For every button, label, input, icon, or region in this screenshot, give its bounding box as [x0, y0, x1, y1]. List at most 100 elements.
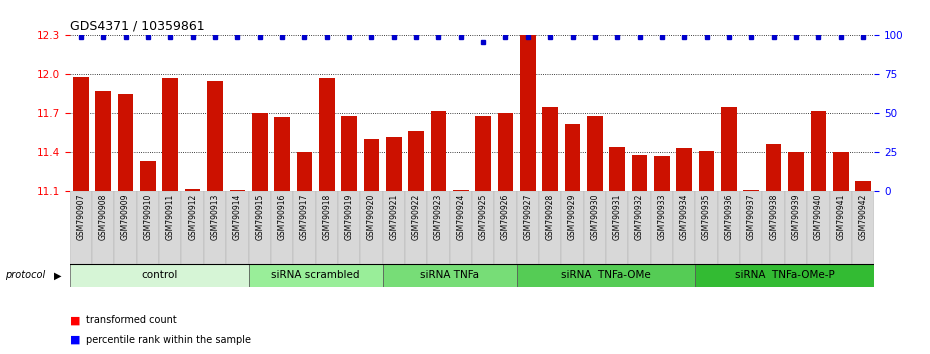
Bar [498, 113, 513, 191]
Bar [852, 191, 874, 264]
Bar [185, 189, 201, 191]
Bar [427, 191, 449, 264]
Text: ■: ■ [70, 335, 80, 345]
Bar [118, 94, 133, 191]
Bar [785, 191, 807, 264]
Bar [807, 191, 830, 264]
Bar [629, 191, 651, 264]
Text: GSM790931: GSM790931 [613, 193, 622, 240]
Text: GSM790934: GSM790934 [680, 193, 689, 240]
Text: GSM790933: GSM790933 [658, 193, 667, 240]
Bar [654, 156, 670, 191]
Bar [252, 113, 268, 191]
Bar [833, 152, 848, 191]
Bar [565, 124, 580, 191]
Bar [856, 181, 870, 191]
Text: GSM790915: GSM790915 [255, 193, 264, 240]
Bar [319, 78, 335, 191]
Text: GSM790938: GSM790938 [769, 193, 778, 240]
Bar [140, 161, 156, 191]
Text: ■: ■ [70, 315, 80, 325]
Bar [92, 191, 114, 264]
Bar [360, 191, 382, 264]
Text: protocol: protocol [5, 270, 45, 280]
Text: GSM790939: GSM790939 [791, 193, 801, 240]
Text: GSM790936: GSM790936 [724, 193, 734, 240]
Bar [386, 137, 402, 191]
Text: ▶: ▶ [54, 270, 61, 280]
Text: GSM790907: GSM790907 [76, 193, 86, 240]
Bar [70, 191, 92, 264]
Bar [718, 191, 740, 264]
Text: GSM790921: GSM790921 [390, 193, 398, 240]
Text: GSM790913: GSM790913 [210, 193, 219, 240]
Bar [517, 191, 539, 264]
Text: GSM790909: GSM790909 [121, 193, 130, 240]
Bar [542, 107, 558, 191]
Text: siRNA  TNFa-OMe-P: siRNA TNFa-OMe-P [735, 270, 835, 280]
Text: transformed count: transformed count [86, 315, 178, 325]
Bar [207, 81, 223, 191]
Bar [271, 191, 293, 264]
Bar [631, 155, 647, 191]
Bar [606, 191, 629, 264]
Text: siRNA TNFa: siRNA TNFa [420, 270, 479, 280]
Text: GSM790919: GSM790919 [345, 193, 353, 240]
Bar [159, 191, 181, 264]
Bar [765, 144, 781, 191]
Bar [137, 191, 159, 264]
Bar [830, 191, 852, 264]
Text: GSM790942: GSM790942 [858, 193, 868, 240]
Bar [248, 264, 382, 287]
Bar [696, 191, 718, 264]
Bar [293, 191, 315, 264]
Bar [584, 191, 606, 264]
Bar [364, 139, 379, 191]
Bar [449, 191, 472, 264]
Bar [382, 264, 517, 287]
Bar [297, 152, 312, 191]
Bar [495, 191, 517, 264]
Bar [96, 91, 111, 191]
Text: GSM790937: GSM790937 [747, 193, 756, 240]
Bar [204, 191, 226, 264]
Text: GSM790922: GSM790922 [412, 193, 420, 240]
Bar [472, 191, 495, 264]
Text: GSM790941: GSM790941 [836, 193, 845, 240]
Text: GSM790910: GSM790910 [143, 193, 153, 240]
Bar [811, 111, 826, 191]
Text: GSM790930: GSM790930 [591, 193, 599, 240]
Text: GSM790923: GSM790923 [434, 193, 443, 240]
Bar [520, 35, 536, 191]
Bar [405, 191, 427, 264]
Bar [408, 131, 424, 191]
Text: GSM790925: GSM790925 [479, 193, 487, 240]
Bar [651, 191, 673, 264]
Bar [315, 191, 338, 264]
Bar [114, 191, 137, 264]
Bar [562, 191, 584, 264]
Bar [230, 190, 246, 191]
Bar [673, 191, 696, 264]
Text: GDS4371 / 10359861: GDS4371 / 10359861 [70, 20, 205, 33]
Text: GSM790918: GSM790918 [322, 193, 331, 240]
Bar [475, 116, 491, 191]
Bar [698, 151, 714, 191]
Bar [73, 77, 88, 191]
Text: GSM790940: GSM790940 [814, 193, 823, 240]
Text: GSM790932: GSM790932 [635, 193, 644, 240]
Text: GSM790927: GSM790927 [524, 193, 532, 240]
Text: control: control [141, 270, 178, 280]
Bar [676, 148, 692, 191]
Text: GSM790924: GSM790924 [457, 193, 465, 240]
Text: GSM790912: GSM790912 [188, 193, 197, 240]
Text: percentile rank within the sample: percentile rank within the sample [86, 335, 251, 345]
Bar [226, 191, 248, 264]
Bar [338, 191, 360, 264]
Text: GSM790920: GSM790920 [367, 193, 376, 240]
Text: GSM790929: GSM790929 [568, 193, 577, 240]
Bar [431, 111, 446, 191]
Bar [341, 116, 357, 191]
Text: GSM790911: GSM790911 [166, 193, 175, 240]
Text: siRNA scrambled: siRNA scrambled [272, 270, 360, 280]
